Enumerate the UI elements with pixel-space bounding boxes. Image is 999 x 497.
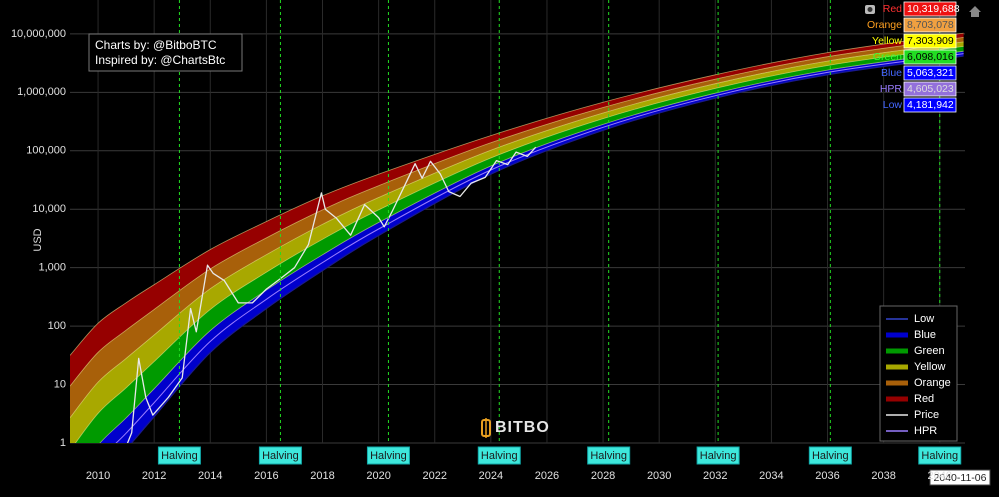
tooltip-box [903,97,957,113]
band-line [70,32,964,356]
legend-box [879,305,958,442]
hover-x-box [929,469,991,486]
x-tick-label: 2010 [86,470,110,482]
tooltip-value: 10,319,688 [907,3,960,15]
halving-label: Halving [481,450,518,462]
credits-box [88,33,243,72]
tooltip-value: 8,703,078 [907,19,954,31]
legend-label: Green [914,345,945,357]
tooltip-name: Blue [881,67,902,79]
tooltip-value: 7,303,909 [907,35,954,47]
halving-label: Halving [370,450,407,462]
tooltip-name: HPR [880,83,903,95]
x-tick-label: 2020 [366,470,390,482]
legend-label: Red [914,393,934,405]
halving-box [587,446,631,465]
legend: Low Blue Green Yellow Orange Red Price HPR [879,305,958,442]
halving-box [808,446,852,465]
tooltip-box [903,1,957,17]
x-tick-label: 2030 [647,470,671,482]
legend-label: HPR [914,425,937,437]
x-tick-label: 2026 [535,470,559,482]
x-tick-label: 2024 [479,470,503,482]
y-axis-label: USD [32,228,44,251]
halving-box [696,446,740,465]
hpr-line [115,53,964,443]
halving-box [366,446,410,465]
halving-box [918,446,962,465]
x-tick-label: 2040 [928,470,952,482]
tooltip-name: Low [883,99,903,111]
tooltip-box [903,33,957,49]
legend-label: Yellow [914,361,945,373]
bands [70,32,964,443]
tooltip-value: 4,605,023 [907,83,954,95]
tooltip-value: 4,181,942 [907,99,954,111]
y-tick-label: 1 [60,437,66,449]
x-tick-label: 2012 [142,470,166,482]
tooltip-value: 5,063,321 [907,67,954,79]
hover-x-label: 2040-11-06 [934,472,987,484]
x-tick-label: 2036 [815,470,839,482]
band-line [130,55,964,443]
credit-line: Inspired by: @ChartsBtc [95,53,225,67]
home-icon [969,6,981,17]
camera-icon [865,5,875,14]
band-line [75,46,964,443]
watermark-logo [481,418,491,438]
legend-label: Price [914,409,939,421]
y-tick-label: 100 [48,320,66,332]
x-tick-label: 2018 [310,470,334,482]
halving-box [258,446,302,465]
watermark: BITBO [495,419,550,436]
x-tick-label: 2016 [254,470,278,482]
tooltip-value: 6,098,016 [907,51,954,63]
tooltip-name: Red [883,3,902,15]
x-tick-label: 2038 [871,470,895,482]
y-tick-label: 1,000 [38,262,66,274]
y-tick-label: 10,000 [32,203,66,215]
tooltip-box [903,65,957,81]
price-line [126,146,537,443]
y-tick-label: 1,000,000 [17,86,66,98]
halving-label: Halving [700,450,737,462]
x-tick-label: 2014 [198,470,222,482]
band-line [70,37,964,387]
x-tick-label: 2032 [703,470,727,482]
tooltip-box [903,49,957,65]
halving-box [157,446,201,465]
halving-box [477,446,521,465]
legend-label: Low [914,313,934,325]
band-line [70,41,964,418]
halving-label: Halving [590,450,627,462]
halving-label: Halving [921,450,958,462]
tooltip-box [903,81,957,97]
legend-label: Blue [914,329,936,341]
legend-label: Orange [914,377,951,389]
credit-line: Charts by: @BitboBTC [95,38,217,52]
tooltip-name: Orange [867,19,902,31]
tooltip: Red 10,319,688 Orange 8,703,078 Yellow 7,303,… [867,1,991,486]
x-tick-label: 2022 [422,470,446,482]
tooltip-name: Yellow [872,35,902,47]
x-tick-label: 2028 [591,470,615,482]
halving-label: Halving [262,450,299,462]
y-tick-label: 10 [54,378,66,390]
y-tick-label: 100,000 [26,145,66,157]
x-tick-label: 2034 [759,470,783,482]
tooltip-name: Green [873,51,902,63]
halving-label: Halving [812,450,849,462]
y-tick-label: 10,000,000 [11,28,66,40]
halving-label: Halving [161,450,198,462]
tooltip-box [903,17,957,33]
